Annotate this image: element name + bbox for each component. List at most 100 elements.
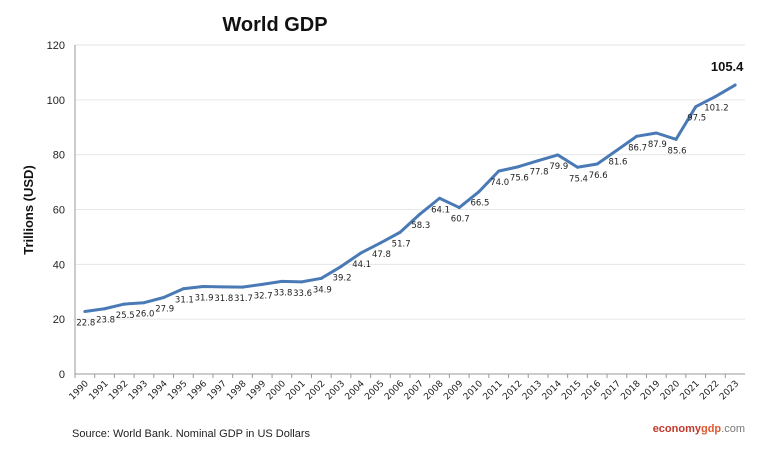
x-tick-label: 2001 <box>284 379 307 402</box>
data-label: 33.6 <box>293 289 312 299</box>
source-note: Source: World Bank. Nominal GDP in US Do… <box>72 428 311 440</box>
chart-title: World GDP <box>222 14 327 36</box>
x-tick-label: 2007 <box>403 379 426 402</box>
data-point <box>635 134 639 138</box>
data-label: 64.1 <box>431 205 450 215</box>
x-tick-label: 2015 <box>560 379 583 402</box>
x-tick-label: 2023 <box>718 379 741 402</box>
x-tick-label: 2014 <box>541 379 564 402</box>
x-tick-label: 2013 <box>521 379 544 402</box>
data-point <box>162 296 166 300</box>
data-point <box>438 196 442 200</box>
x-tick-label: 2022 <box>698 379 721 402</box>
data-point <box>201 285 205 289</box>
data-point <box>83 309 87 313</box>
brand-economy: economy <box>653 423 702 435</box>
brand-gdp: gdp <box>701 423 721 435</box>
data-label: 66.5 <box>471 199 490 209</box>
data-point <box>398 230 402 234</box>
data-point <box>595 162 599 166</box>
data-label: 87.9 <box>648 140 667 150</box>
x-tick-label: 2011 <box>482 379 505 402</box>
x-tick-label: 1995 <box>166 379 189 402</box>
data-point <box>694 105 698 109</box>
data-label: 74.0 <box>490 178 509 188</box>
data-point <box>339 265 343 269</box>
data-point <box>418 212 422 216</box>
data-point <box>654 131 658 135</box>
y-tick-label: 60 <box>53 205 65 217</box>
data-label: 22.8 <box>76 318 95 328</box>
data-point <box>556 153 560 157</box>
y-tick-label: 40 <box>53 259 65 271</box>
data-label: 44.1 <box>352 260 371 270</box>
data-label: 76.6 <box>589 171 608 181</box>
x-tick-label: 2003 <box>324 379 347 402</box>
data-label: 31.7 <box>234 294 253 304</box>
data-label: 85.6 <box>668 146 687 156</box>
data-label: 33.8 <box>273 288 292 298</box>
data-label: 39.2 <box>333 274 352 284</box>
x-tick-label: 2020 <box>659 379 682 402</box>
data-label: 79.9 <box>549 162 568 172</box>
x-tick-label: 1996 <box>186 379 209 402</box>
data-label: 27.9 <box>155 305 174 315</box>
data-point <box>516 165 520 169</box>
x-tick-label: 1990 <box>68 379 91 402</box>
data-label: 31.9 <box>195 294 214 304</box>
data-point <box>221 285 225 289</box>
y-tick-label: 0 <box>59 369 65 381</box>
x-tick-label: 2008 <box>422 379 445 402</box>
x-tick-label: 2021 <box>679 379 702 402</box>
y-tick-label: 100 <box>47 95 65 107</box>
data-point <box>713 95 717 99</box>
x-tick-label: 1993 <box>127 379 150 402</box>
data-label: 32.7 <box>254 291 273 301</box>
x-tick-label: 2017 <box>600 379 623 402</box>
x-tick-label: 2018 <box>619 379 642 402</box>
data-label: 75.4 <box>569 174 588 184</box>
data-label: 47.8 <box>372 250 391 260</box>
data-point <box>615 148 619 152</box>
x-tick-label: 1999 <box>245 379 268 402</box>
y-tick-label: 80 <box>53 150 65 162</box>
x-tick-label: 2016 <box>580 379 603 402</box>
data-point <box>576 165 579 169</box>
y-tick-label: 20 <box>53 314 65 326</box>
x-tick-label: 2006 <box>383 379 406 402</box>
data-point <box>536 159 540 163</box>
x-tick-label: 1997 <box>206 379 229 402</box>
data-label: 60.7 <box>451 215 470 225</box>
data-point <box>477 190 481 194</box>
data-label: 81.6 <box>608 157 627 167</box>
x-tick-label: 2009 <box>442 379 465 402</box>
data-label: 25.5 <box>116 311 135 321</box>
x-tick-label: 2012 <box>501 379 524 402</box>
data-point <box>142 301 146 305</box>
data-label: 23.8 <box>96 316 115 326</box>
x-tick-label: 1998 <box>225 379 248 402</box>
data-label: 26.0 <box>136 310 155 320</box>
data-point <box>122 302 126 306</box>
x-tick-label: 2004 <box>344 379 367 402</box>
data-point <box>359 251 363 255</box>
x-tick-label: 2002 <box>304 379 327 402</box>
x-tick-label: 1991 <box>87 379 110 402</box>
data-point <box>674 137 678 141</box>
data-label: 34.9 <box>313 285 332 295</box>
data-point <box>378 241 382 245</box>
data-label: 97.5 <box>687 114 706 124</box>
data-label: 101.2 <box>704 104 728 114</box>
data-label: 58.3 <box>411 221 430 231</box>
data-point <box>241 285 244 289</box>
data-point <box>457 206 461 210</box>
y-axis-label: Trillions (USD) <box>21 165 36 255</box>
data-point <box>497 169 501 173</box>
x-tick-label: 1994 <box>147 379 170 402</box>
data-point <box>260 282 264 286</box>
data-label: 31.8 <box>214 294 233 304</box>
x-tick-label: 2019 <box>639 379 662 402</box>
x-tick-label: 2000 <box>265 379 288 402</box>
data-point <box>103 307 107 311</box>
